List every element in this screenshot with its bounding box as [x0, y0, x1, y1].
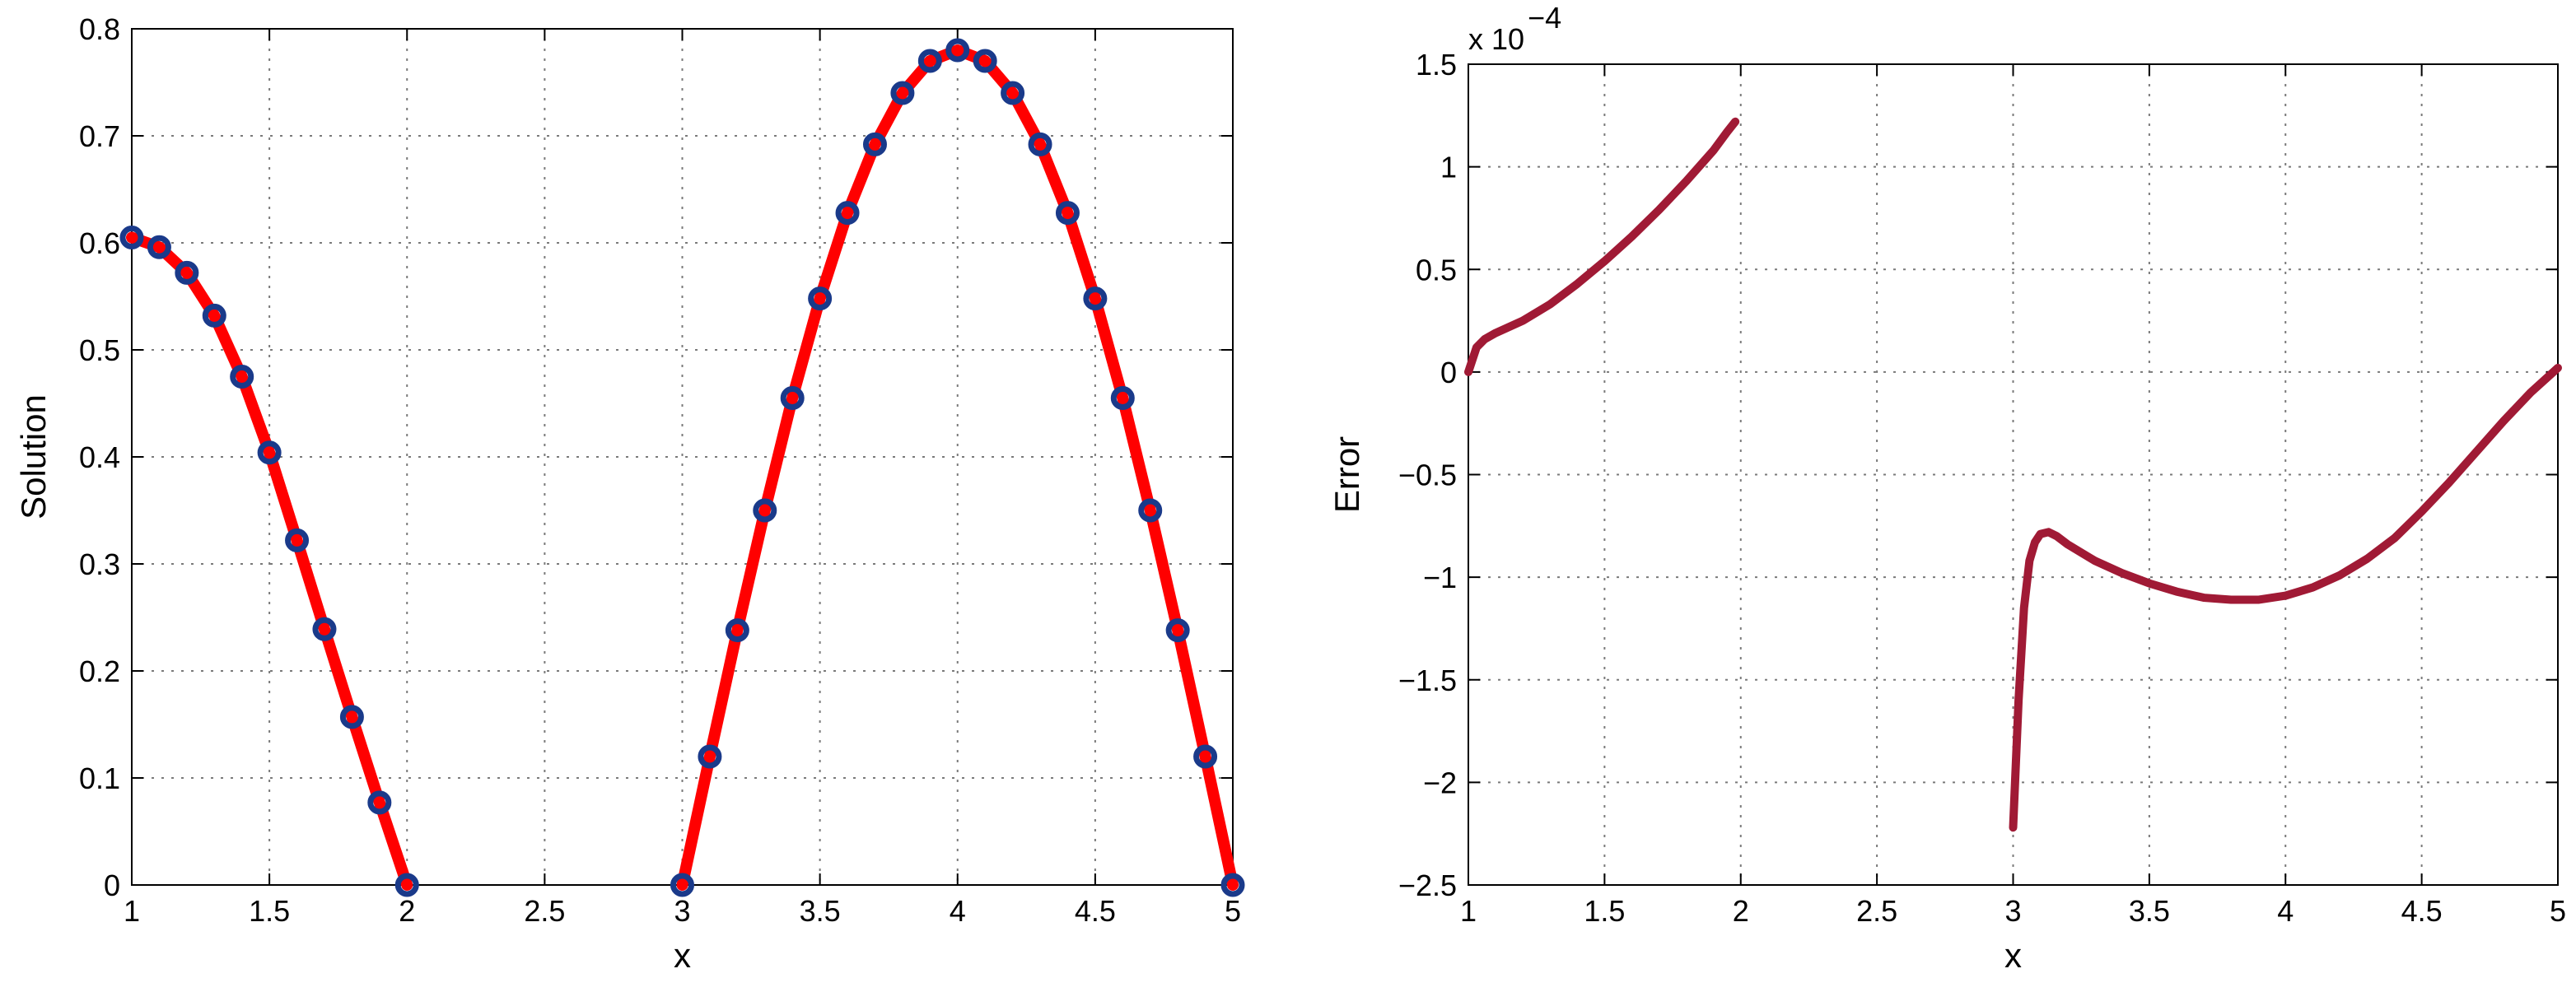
- y-axis-label: Solution: [14, 394, 53, 519]
- y-tick-label: −0.5: [1398, 459, 1457, 492]
- y-tick-label: −2.5: [1398, 869, 1457, 902]
- data-point: [147, 235, 171, 259]
- x-tick-label: 2.5: [1856, 894, 1897, 928]
- data-point: [1165, 618, 1190, 643]
- y-tick-label: 0.6: [79, 226, 120, 260]
- y-tick-label: −1: [1423, 561, 1457, 594]
- data-point: [890, 81, 915, 105]
- data-point: [230, 365, 254, 389]
- y-exponent-label: x 10: [1468, 22, 1524, 56]
- data-point: [753, 498, 777, 523]
- y-tick-label: 0.4: [79, 440, 120, 474]
- data-point: [257, 440, 282, 465]
- y-tick-label: 1: [1440, 151, 1457, 184]
- y-tick-label: 0.8: [79, 12, 120, 46]
- y-tick-label: 0.2: [79, 654, 120, 688]
- y-axis-label: Error: [1328, 436, 1366, 513]
- data-point: [119, 226, 144, 249]
- y-tick-label: 0: [1440, 356, 1457, 389]
- data-point: [917, 49, 942, 73]
- x-tick-label: 3: [674, 894, 690, 928]
- series-line: [676, 44, 1239, 891]
- x-tick-label: 4: [950, 894, 966, 928]
- x-tick-label: 3: [2004, 894, 2021, 928]
- data-point: [1220, 873, 1245, 897]
- x-tick-label: 3.5: [2129, 894, 2170, 928]
- data-point: [285, 528, 310, 552]
- data-point: [670, 873, 694, 897]
- data-point: [1083, 286, 1108, 311]
- x-tick-label: 1.5: [1584, 894, 1625, 928]
- solution-panel: 1 1.5 2 2.5 3 3.5 4 4.5 5 0 0.1 0.2 0.3 0.4 0.5 0.6 0.7 0…: [14, 12, 1245, 975]
- grid: [132, 29, 1233, 885]
- y-tick-label: 0.5: [1416, 253, 1457, 286]
- x-tick-label: 4.5: [1075, 894, 1116, 928]
- y-tick-label: 0: [104, 869, 120, 902]
- x-tick-label: 3.5: [800, 894, 841, 928]
- series-line: [126, 231, 413, 891]
- data-point: [835, 201, 860, 226]
- data-point: [945, 38, 970, 63]
- y-tick-label: 0.3: [79, 547, 120, 581]
- error-panel: 1 1.5 2 2.5 3 3.5 4 4.5 5 −2.5 −2 −1.5 −1 −0.5 0 0.5 1 1.…: [1328, 1, 2566, 975]
- data-point: [312, 617, 337, 641]
- y-tick-label: −1.5: [1398, 664, 1457, 697]
- x-tick-label: 2.5: [524, 894, 565, 928]
- x-axis-label: x: [2004, 936, 2022, 975]
- data-point: [808, 286, 833, 311]
- series-line: [2009, 363, 2562, 832]
- data-point: [1110, 386, 1135, 410]
- data-point: [862, 132, 887, 156]
- data-point: [780, 386, 805, 410]
- data-point: [367, 790, 392, 815]
- x-tick-label: 2: [1733, 894, 1749, 928]
- data-point: [1028, 132, 1052, 156]
- data-point: [973, 49, 997, 73]
- x-tick-label: 5: [1225, 894, 1241, 928]
- y-tick-label: 1.5: [1416, 48, 1457, 82]
- data-point: [339, 705, 364, 729]
- y-exponent-power: −4: [1528, 1, 1561, 35]
- x-tick-label: 5: [2550, 894, 2566, 928]
- series-line: [1464, 117, 1740, 376]
- x-axis-label: x: [674, 936, 691, 975]
- x-tick-label: 4: [2277, 894, 2294, 928]
- data-point: [394, 873, 419, 897]
- x-tick-label: 1.5: [249, 894, 290, 928]
- y-tick-label: 0.1: [79, 761, 120, 795]
- y-tick-label: 0.5: [79, 333, 120, 367]
- y-tick-label: −2: [1423, 766, 1457, 799]
- data-point: [1193, 744, 1218, 769]
- y-tick-label: 0.7: [79, 119, 120, 153]
- data-point: [1001, 81, 1025, 105]
- data-point: [175, 260, 199, 285]
- x-tick-label: 4.5: [2401, 894, 2443, 928]
- x-tick-label: 2: [399, 894, 415, 928]
- data-point: [698, 744, 722, 769]
- data-point: [725, 618, 749, 643]
- x-tick-label: 1: [1460, 894, 1477, 928]
- data-point: [1055, 201, 1080, 226]
- data-point: [202, 303, 226, 328]
- x-tick-label: 1: [124, 894, 140, 928]
- data-point: [1138, 498, 1163, 523]
